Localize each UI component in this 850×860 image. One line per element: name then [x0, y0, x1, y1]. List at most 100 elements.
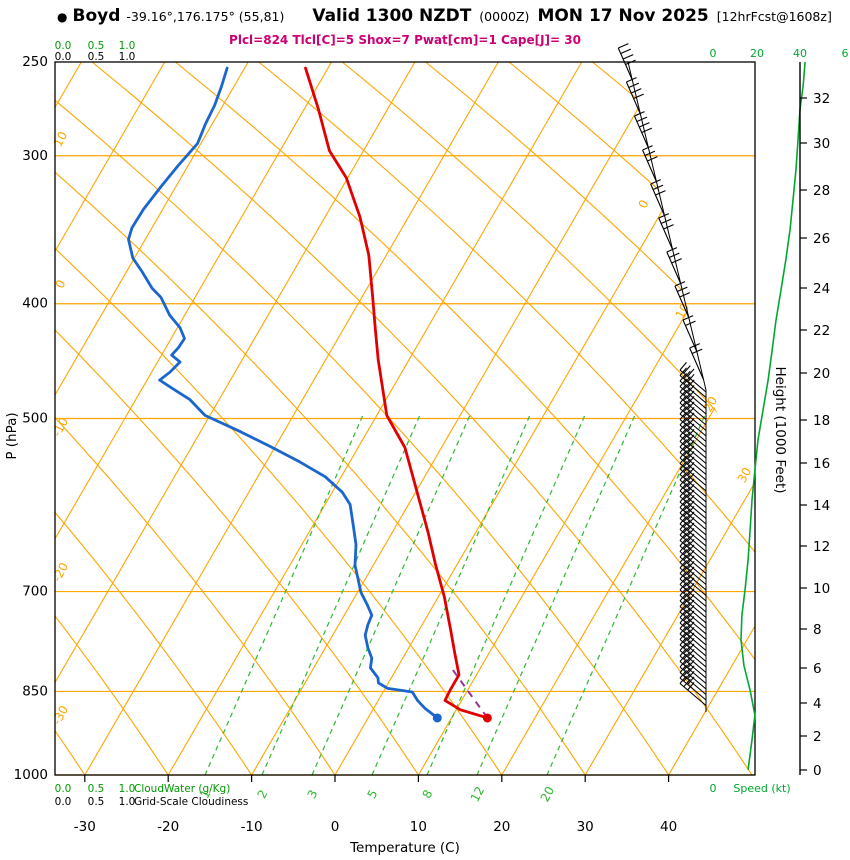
svg-text:0.0: 0.0: [55, 51, 72, 63]
svg-text:6: 6: [813, 661, 822, 677]
svg-text:700: 700: [22, 584, 48, 600]
speed-curve: [740, 61, 806, 770]
svg-text:14: 14: [813, 498, 830, 514]
svg-text:20: 20: [493, 819, 510, 835]
station-coords: -39.16°,176.175° (55,81): [126, 9, 285, 24]
surface-temp-dot: [482, 713, 492, 723]
svg-text:30: 30: [735, 465, 755, 485]
svg-text:1.0: 1.0: [119, 51, 136, 63]
svg-text:8: 8: [813, 622, 822, 638]
station-name: Boyd: [72, 6, 121, 26]
svg-text:P (hPa): P (hPa): [4, 412, 20, 459]
svg-text:Grid-Scale Cloudiness: Grid-Scale Cloudiness: [134, 796, 248, 808]
svg-text:1.0: 1.0: [119, 796, 136, 808]
svg-text:5: 5: [364, 787, 380, 800]
svg-text:40: 40: [660, 819, 677, 835]
svg-text:0.0: 0.0: [55, 783, 72, 795]
svg-text:20: 20: [813, 366, 830, 382]
pressure-tick-labels: 250 300 400 500 700 850 1000: [14, 54, 48, 783]
valid-date: MON 17 Nov 2025: [537, 6, 709, 26]
svg-text:40: 40: [793, 47, 807, 60]
pressure-gridlines: [55, 155, 755, 776]
svg-text:0.0: 0.0: [55, 40, 72, 52]
svg-text:6: 6: [842, 47, 849, 60]
forecast-tag: [12hrFcst@1608z]: [716, 9, 832, 24]
svg-text:2: 2: [254, 787, 270, 800]
svg-text:8: 8: [419, 787, 435, 800]
height-axis-title: Height (1000 Feet): [772, 366, 788, 493]
svg-text:1000: 1000: [14, 767, 48, 783]
svg-text:Speed (kt): Speed (kt): [733, 782, 790, 795]
svg-text:26: 26: [813, 231, 830, 247]
svg-text:-30: -30: [74, 819, 96, 835]
svg-text:4: 4: [813, 696, 822, 712]
svg-text:0.5: 0.5: [88, 783, 105, 795]
svg-text:32: 32: [813, 91, 830, 107]
svg-text:28: 28: [813, 183, 830, 199]
svg-text:300: 300: [22, 148, 48, 164]
wind-barbs: [617, 43, 707, 706]
valid-time: Valid 1300 NZDT: [312, 6, 472, 26]
svg-text:0: 0: [710, 47, 717, 60]
svg-text:10: 10: [410, 819, 427, 835]
svg-text:0.5: 0.5: [88, 40, 105, 52]
mixing-ratio-labels: 1 2 3 5 8 12 20: [197, 784, 557, 804]
svg-text:12: 12: [468, 784, 488, 804]
svg-text:30: 30: [813, 136, 830, 152]
speed-axis-labels: 0 20 40 60 Speed (kt): [710, 47, 849, 795]
mixing-ratio-lines: [204, 414, 706, 775]
svg-text:1.0: 1.0: [119, 783, 136, 795]
valid-zulu: (0000Z): [479, 9, 530, 24]
svg-text:-30: -30: [50, 703, 72, 727]
svg-text:500: 500: [22, 411, 48, 427]
svg-text:18: 18: [813, 413, 830, 429]
cloudwater-scale-top: 0.0 0.5 1.0: [55, 40, 136, 52]
wind-staff: [627, 61, 707, 712]
svg-text:Height (1000 Feet): Height (1000 Feet): [772, 366, 788, 493]
dewpoint-curve: [127, 66, 439, 720]
pressure-axis-title: P (hPa): [4, 412, 20, 459]
svg-text:30: 30: [577, 819, 594, 835]
svg-text:-10: -10: [241, 819, 263, 835]
svg-text:16: 16: [813, 456, 830, 472]
svg-text:-20: -20: [157, 819, 179, 835]
dry-adiabats: [55, 62, 755, 775]
surface-dewpoint-dot: [432, 713, 442, 723]
plot-border: [54, 61, 756, 776]
cloudiness-scale-top: 0.0 0.5 1.0: [55, 51, 136, 63]
svg-text:850: 850: [22, 683, 48, 699]
svg-text:250: 250: [22, 54, 48, 70]
svg-text:0.5: 0.5: [88, 51, 105, 63]
svg-text:400: 400: [22, 296, 48, 312]
svg-text:3: 3: [304, 787, 320, 800]
svg-text:CloudWater (g/Kg): CloudWater (g/Kg): [134, 783, 230, 795]
svg-text:10: 10: [813, 581, 830, 597]
temperature-curve: [304, 66, 489, 720]
station-marker-icon: ●: [57, 10, 68, 24]
svg-text:0: 0: [331, 819, 340, 835]
svg-text:20: 20: [538, 784, 558, 804]
svg-text:10: 10: [51, 129, 71, 149]
temperature-tick-labels: -30 -20 -10 0 10 20 30 40: [74, 775, 677, 835]
title-bar: ● Boyd -39.16°,176.175° (55,81) Valid 13…: [57, 6, 834, 26]
parcel-trace: [449, 666, 489, 719]
svg-text:0: 0: [813, 763, 822, 779]
svg-text:10: 10: [673, 301, 693, 321]
svg-text:24: 24: [813, 281, 830, 297]
svg-text:22: 22: [813, 323, 830, 339]
svg-text:12: 12: [813, 539, 830, 555]
svg-text:2: 2: [813, 729, 822, 745]
svg-text:-20: -20: [50, 560, 72, 584]
svg-text:0: 0: [635, 197, 651, 210]
svg-text:1.0: 1.0: [119, 40, 136, 52]
svg-text:0.5: 0.5: [88, 796, 105, 808]
svg-text:20: 20: [750, 47, 764, 60]
svg-text:Temperature (C): Temperature (C): [349, 840, 460, 856]
svg-text:0.0: 0.0: [55, 796, 72, 808]
stability-indices: Plcl=824 Tlcl[C]=5 Shox=7 Pwat[cm]=1 Cap…: [229, 33, 581, 47]
